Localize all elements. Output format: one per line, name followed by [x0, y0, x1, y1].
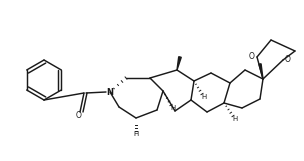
- Text: H: H: [170, 105, 176, 111]
- Text: N: N: [106, 87, 113, 96]
- Polygon shape: [259, 64, 263, 79]
- Text: H: H: [232, 116, 238, 122]
- Text: O: O: [76, 112, 82, 120]
- Text: O: O: [285, 55, 291, 63]
- Text: H: H: [133, 131, 139, 137]
- Text: H: H: [201, 94, 207, 100]
- Polygon shape: [177, 57, 181, 70]
- Text: O: O: [249, 52, 255, 61]
